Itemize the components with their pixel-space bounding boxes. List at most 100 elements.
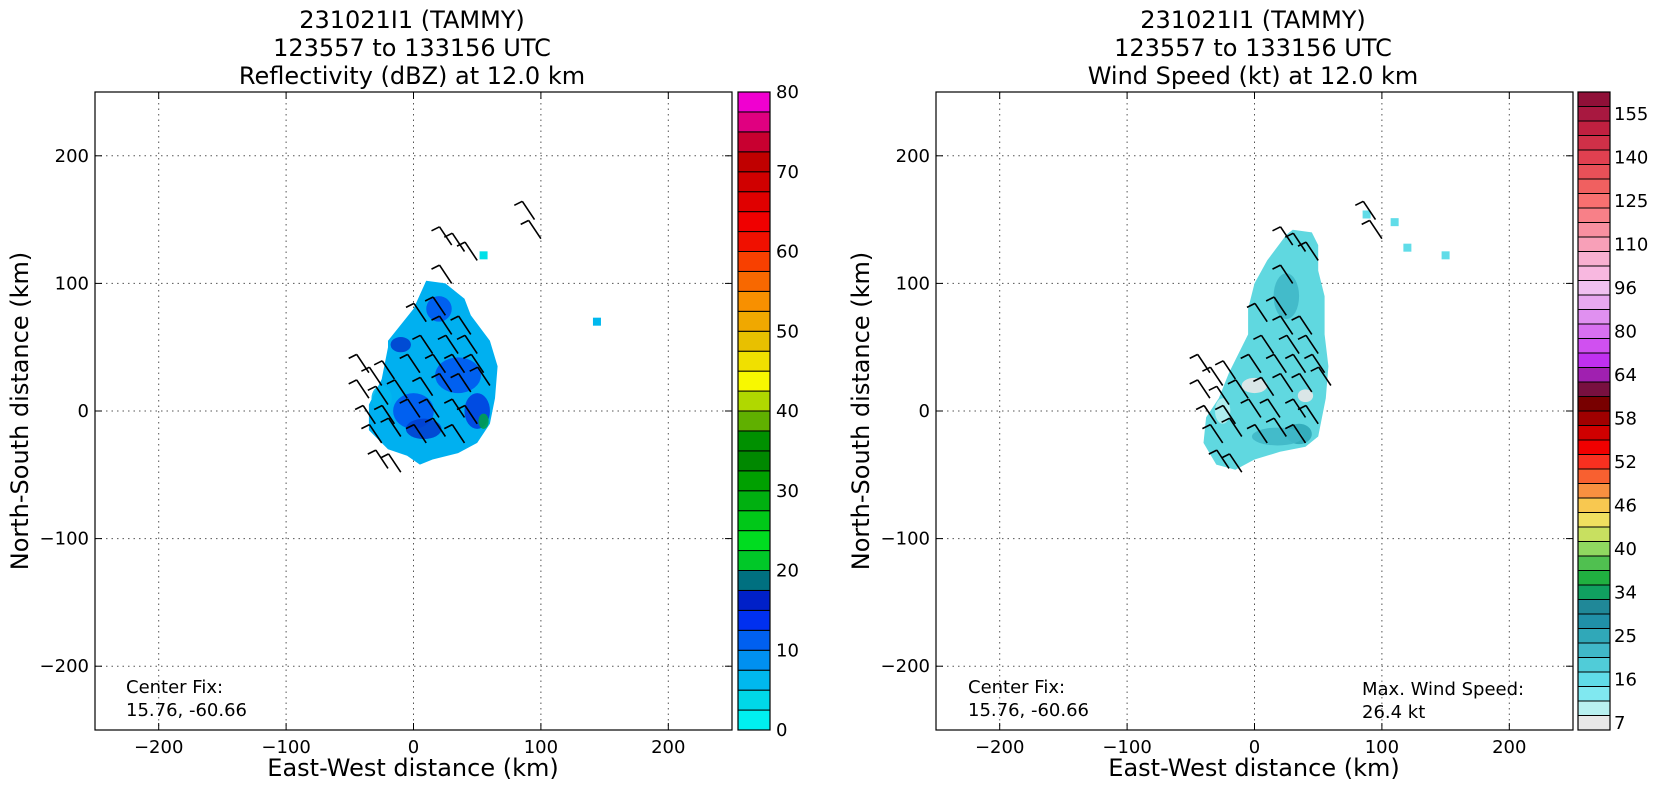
colorbar-cell (737, 111, 771, 133)
colorbar-tick-label: 52 (1614, 452, 1637, 473)
field-patch (1241, 377, 1268, 394)
wind-barb (1272, 372, 1294, 393)
colorbar-cell (737, 330, 771, 352)
wind-barb (456, 241, 478, 261)
colorbar-tick-label: 125 (1614, 191, 1648, 212)
colorbar-cell (737, 171, 771, 193)
wind-barb (405, 302, 427, 323)
colorbar-cell (1577, 236, 1611, 252)
wind-barbs (1189, 200, 1383, 473)
colorbar-tick-label: 110 (1614, 234, 1648, 255)
colorbar-cell (737, 310, 771, 332)
wind-barb (361, 423, 383, 444)
y-tick-label: −100 (881, 529, 930, 550)
colorbar-tick-label: 7 (1614, 713, 1625, 734)
colorbar-cell (1577, 265, 1611, 281)
colorbar-cell (1577, 686, 1611, 702)
wind-barb (1208, 385, 1230, 406)
colorbar-cell (737, 470, 771, 492)
colorbar-cell (1577, 352, 1611, 368)
wind-barb (1297, 241, 1319, 261)
wind-barb (1304, 353, 1326, 374)
colorbar-cell (1577, 164, 1611, 180)
wind-barb (1208, 449, 1230, 469)
wind-speed-panel: 231021I1 (TAMMY) 123557 to 133156 UTC Wi… (847, 6, 1648, 782)
colorbar-cell (1577, 193, 1611, 209)
field-patch (1297, 389, 1314, 403)
colorbar-cell (737, 450, 771, 472)
colorbar-cell (737, 350, 771, 372)
field-patch (1251, 427, 1303, 446)
wind-barb (1202, 423, 1224, 444)
colorbar-tick-label: 60 (776, 242, 799, 263)
colorbar-cell (1577, 526, 1611, 542)
wind-barb (424, 296, 447, 316)
panel-title-line-1: 231021I1 (TAMMY) (1140, 6, 1366, 34)
x-tick-label: 200 (651, 737, 685, 758)
colorbar-cell (737, 570, 771, 591)
colorbar-cell (1577, 367, 1611, 383)
colorbar-cell (737, 689, 771, 711)
wind-barb (1278, 334, 1300, 355)
colorbar-tick-label: 20 (776, 561, 799, 582)
colorbar-cell (1577, 541, 1611, 557)
colorbar-cell (737, 410, 771, 432)
wind-barb (367, 385, 389, 406)
field-speck (1441, 251, 1450, 260)
colorbar-cell (1577, 584, 1611, 600)
wind-barb (1253, 376, 1275, 397)
x-tick-label: 200 (1492, 737, 1526, 758)
wind-barb (1221, 453, 1243, 473)
colorbar-cell (1577, 323, 1611, 339)
colorbar-cell (1577, 657, 1611, 673)
colorbar-cell (1577, 396, 1611, 412)
colorbar-cell (737, 231, 771, 252)
max-wind-label: Max. Wind Speed: (1362, 679, 1524, 700)
wind-barb (412, 334, 434, 355)
field-patch (1273, 273, 1300, 320)
wind-barb (431, 315, 453, 335)
wind-barb (456, 334, 478, 355)
colorbar-cell (737, 490, 771, 512)
wind-barb (399, 353, 421, 374)
wind-barb (1272, 264, 1294, 284)
field-patch (405, 418, 442, 440)
panel-title-line-3: Reflectivity (dBZ) at 12.0 km (239, 62, 585, 90)
colorbar-cell (1577, 91, 1611, 107)
colorbar-cell (737, 270, 771, 292)
y-tick-label: 200 (896, 146, 930, 167)
field-speck (1390, 218, 1399, 227)
field-patch (1215, 398, 1231, 424)
colorbar-cell (1577, 120, 1611, 136)
wind-barb (1253, 334, 1275, 355)
wind-barb (1291, 372, 1313, 393)
colorbar-tick-label: 40 (1614, 539, 1637, 560)
field-speck (1362, 210, 1371, 219)
wind-barb (1195, 404, 1217, 425)
x-tick-label: 0 (408, 737, 419, 758)
colorbar-cell (1577, 207, 1611, 223)
wind-barb (1310, 366, 1332, 386)
colorbar-cell (737, 390, 771, 412)
colorbar-cell (1577, 178, 1611, 194)
x-tick-label: −200 (975, 737, 1024, 758)
colorbar-cell (737, 151, 771, 173)
wind-barb (1361, 219, 1383, 240)
colorbar: 7 16 25 34 40 46 52 58 64 80 96 110 125 140 155 (1577, 91, 1648, 734)
colorbar-cell (1577, 671, 1611, 687)
colorbar-cell (1577, 468, 1611, 484)
wind-barb (1284, 423, 1307, 444)
colorbar-cell (737, 649, 771, 671)
field-patch (478, 413, 489, 429)
colorbar-cell (737, 290, 771, 312)
colorbar-tick-label: 30 (776, 481, 799, 502)
x-tick-label: 100 (524, 737, 558, 758)
colorbar-cell (737, 709, 771, 731)
wind-barb (373, 404, 396, 425)
colorbar-tick-label: 140 (1614, 147, 1648, 168)
wind-barb (443, 423, 466, 444)
colorbar-cell (1577, 410, 1611, 426)
colorbar-tick-label: 50 (776, 321, 799, 342)
wind-barb (412, 376, 434, 397)
wind-barb (405, 423, 427, 444)
